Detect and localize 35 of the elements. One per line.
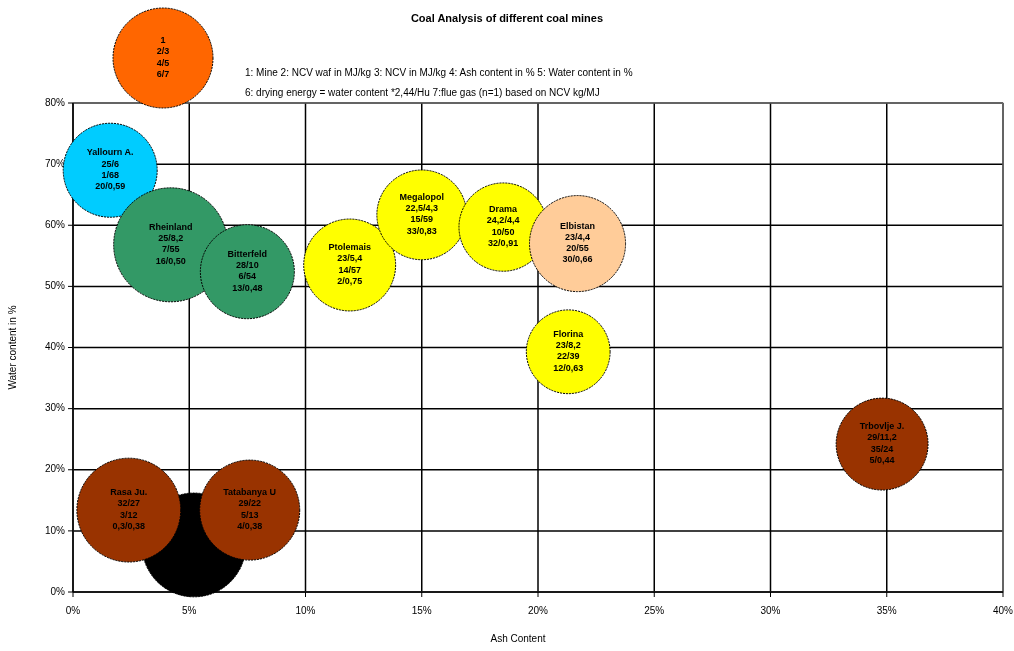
chart-title: Coal Analysis of different coal mines	[410, 12, 604, 24]
data-label: Bitterfeld 28/10 6/54 13/0,48	[227, 249, 268, 293]
data-label: Rasa Ju. 32/27 3/12 0,3/0,38	[110, 487, 148, 532]
data-label: Trbovlje J. 29/11,2 35/24 5/0,44	[859, 421, 905, 466]
x-tick-label: 10%	[295, 605, 316, 616]
data-label: Megalopol 22,5/4,3 15/59 33/0,83	[399, 192, 444, 237]
text: 6: drying energy = water content *2,44/Hu 7:flue gas (n=1) based on NCV kg/MJ	[245, 87, 600, 98]
y-tick-label: 20%	[44, 463, 66, 475]
x-tick-label: 20%	[527, 605, 549, 616]
data-label: Yallourn A. 25/6 1/68 20/0,59	[86, 147, 134, 192]
y-tick-label: 40%	[44, 341, 66, 353]
data-label: Ptolemais 23/5,4 14/57 2/0,75	[328, 242, 371, 287]
y-tick-label: 50%	[44, 280, 66, 292]
x-tick-label: 35%	[876, 605, 897, 616]
y-tick-label: 0%	[50, 585, 66, 597]
y-axis-title: Water content in %	[7, 305, 18, 390]
y-tick-label: 30%	[44, 402, 66, 414]
text: 1: Mine 2: NCV waf in MJ/kg 3: NCV in MJ/kg 4: Ash content in % 5: Water content in %	[245, 67, 633, 78]
data-label: Rheinland 25/8,2 7/55 16/0,50	[148, 222, 193, 267]
y-tick-label: 60%	[44, 218, 66, 230]
data-label: Elbistan 23/4,4 20/55 30/0,66	[560, 221, 596, 265]
y-tick-label: 70%	[44, 157, 66, 169]
x-axis-title: Ash Content	[490, 633, 546, 644]
x-tick-label: 25%	[644, 605, 665, 616]
y-tick-label: 80%	[44, 96, 66, 108]
x-tick-label: 40%	[992, 605, 1014, 616]
x-tick-label: 30%	[760, 605, 781, 616]
data-label: Tatabanya U 29/22 5/13 4/0,38	[223, 487, 277, 532]
text: 1 2/3 4/5 6/7	[156, 35, 170, 80]
data-label: Drama 24,2/4,4 10/50 32/0,91	[486, 204, 520, 249]
x-tick-label: 0%	[65, 605, 81, 616]
x-tick-label: 5%	[182, 605, 197, 616]
x-tick-label: 15%	[411, 605, 432, 616]
data-label: Florina 23/8,2 22/39 12/0,63	[553, 329, 585, 374]
y-tick-label: 10%	[44, 524, 66, 536]
